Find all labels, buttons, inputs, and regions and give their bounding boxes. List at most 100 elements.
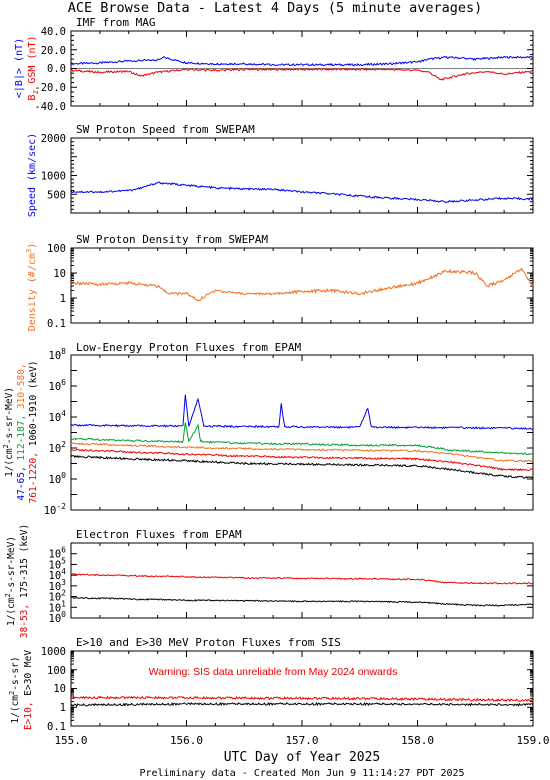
electron-ytick-4: 102 bbox=[49, 589, 67, 604]
figure-title: ACE Browse Data - Latest 4 Days (5 minut… bbox=[68, 0, 483, 16]
proton-ylabel-chan-1: 47-65, 112-187, 310-580, bbox=[16, 363, 27, 500]
series-112-187 bbox=[70, 422, 534, 456]
density-ylabel-main: Density (#/cm bbox=[27, 253, 38, 331]
x-tick-3: 158.0 bbox=[401, 734, 434, 747]
proton-ylabel-chan-2: 761-1220, 1060-1910 (keV) bbox=[28, 360, 39, 503]
density-ylabel-end: ) bbox=[27, 243, 38, 249]
sis-ylabel-e30: E>30 MeV bbox=[23, 650, 34, 702]
panel-electron: Electron Fluxes from EPAM 10610510410310… bbox=[4, 524, 534, 638]
density-ylabel-sup: 3 bbox=[25, 249, 33, 253]
x-axis-label: UTC Day of Year 2025 bbox=[224, 750, 381, 765]
x-tick-1: 156.0 bbox=[170, 734, 203, 747]
proton-ylabel-1060-1910: 1060-1910 (keV) bbox=[28, 360, 39, 446]
series-38-53 bbox=[70, 573, 534, 585]
mag-ylabel-bz-rest: GSM (nT) bbox=[27, 35, 38, 89]
panel-speed-frame bbox=[70, 137, 534, 214]
density-ytick-3: 0.1 bbox=[47, 318, 66, 330]
proton-ylabel-unit-b: -s-sr-MeV) bbox=[4, 387, 15, 444]
panel-proton-frame bbox=[70, 354, 534, 511]
proton-ytick-1: 106 bbox=[49, 378, 67, 393]
sis-ylabel-unit: 1/(cm2-s-sr) bbox=[8, 656, 21, 723]
speed-ytick-3: 500 bbox=[47, 189, 66, 201]
series-e-10 bbox=[70, 695, 534, 703]
mag-ytick-2: 0.0 bbox=[47, 63, 66, 75]
proton-ytick-0: 108 bbox=[49, 347, 67, 362]
panel-speed-title: SW Proton Speed from SWEPAM bbox=[76, 123, 255, 136]
sis-ytick-4: 0.1 bbox=[47, 721, 66, 733]
sis-ytick-3: 1 bbox=[60, 702, 66, 714]
x-tick-0: 155.0 bbox=[54, 734, 87, 747]
tick-marks bbox=[70, 30, 534, 727]
proton-ylabel-unit-sup: 2 bbox=[2, 444, 10, 448]
panel-density: SW Proton Density from SWEPAM 100 10 1 0… bbox=[25, 233, 534, 331]
proton-ylabel-unit-a: 1/(cm bbox=[4, 448, 15, 477]
mag-ytick-4: -40.0 bbox=[34, 101, 66, 113]
panel-electron-frame bbox=[70, 542, 534, 619]
series-47-65 bbox=[70, 394, 534, 430]
series-310-580 bbox=[70, 442, 533, 463]
mag-ytick-3: -20.0 bbox=[34, 82, 66, 94]
electron-ylabel-38-53: 38-53, bbox=[19, 604, 30, 638]
electron-ytick-1: 105 bbox=[49, 556, 67, 571]
electron-ytick-0: 106 bbox=[49, 546, 67, 561]
sis-ytick-0: 1000 bbox=[41, 646, 66, 658]
x-tick-2: 157.0 bbox=[285, 734, 318, 747]
electron-ylabel-unit: 1/(cm2-s-sr-MeV) bbox=[4, 536, 17, 626]
electron-ylabel-unit-a: 1/(cm bbox=[6, 597, 17, 626]
panel-sis-frame bbox=[70, 650, 534, 727]
series--b- bbox=[70, 55, 534, 67]
speed-ytick-1: 1000 bbox=[41, 171, 66, 183]
electron-ytick-5: 101 bbox=[49, 599, 67, 614]
sis-ytick-2: 10 bbox=[53, 683, 66, 695]
electron-ytick-6: 100 bbox=[49, 610, 67, 625]
panel-mag-title: IMF from MAG bbox=[76, 16, 155, 29]
footer-note: Preliminary data - Created Mon Jun 9 11:… bbox=[139, 768, 464, 779]
proton-ytick-4: 100 bbox=[49, 471, 67, 486]
sis-ylabel-chan: E>10, E>30 MeV bbox=[23, 650, 34, 730]
electron-ylabel-175-315: 175-315 (keV) bbox=[19, 524, 30, 598]
electron-ytick-2: 104 bbox=[49, 567, 67, 582]
series-layer bbox=[70, 55, 534, 708]
proton-ylabel-47-65: 47-65, bbox=[16, 466, 27, 500]
mag-ylabel-b: <|B|> (nT) bbox=[14, 38, 25, 98]
sis-ylabel-unit-b: -s-sr) bbox=[10, 656, 21, 690]
electron-ylabel-unit-sup: 2 bbox=[4, 593, 12, 597]
proton-ytick-3: 102 bbox=[49, 440, 67, 455]
mag-ylabel-bz-sub: z bbox=[31, 89, 40, 94]
mag-ytick-0: 40.0 bbox=[41, 26, 66, 38]
sis-ylabel-unit-sup: 2 bbox=[8, 691, 16, 695]
panel-proton-title: Low-Energy Proton Fluxes from EPAM bbox=[76, 341, 302, 354]
panel-density-title: SW Proton Density from SWEPAM bbox=[76, 233, 268, 246]
series-e-30-mev bbox=[70, 701, 534, 708]
proton-ylabel-761-1220: 761-1220, bbox=[28, 452, 39, 503]
sis-ytick-1: 100 bbox=[47, 665, 66, 677]
density-ytick-0: 100 bbox=[47, 243, 66, 255]
x-tick-4: 159.0 bbox=[516, 734, 549, 747]
panel-sis-title: E>10 and E>30 MeV Proton Fluxes from SIS bbox=[76, 636, 341, 649]
mag-ylabel-bz-main: B bbox=[27, 94, 38, 100]
series-761-1220 bbox=[70, 448, 534, 472]
panel-density-frame bbox=[70, 247, 534, 324]
mag-ylabel-bz: Bz GSM (nT) bbox=[27, 35, 40, 100]
series-density bbox=[70, 267, 534, 302]
panel-speed: SW Proton Speed from SWEPAM 2000 1000 10… bbox=[27, 123, 534, 217]
proton-ytick-2: 104 bbox=[49, 409, 67, 424]
panel-mag-yticks: 40.0 20.0 0.0 -20.0 -40.0 bbox=[34, 26, 66, 113]
electron-ylabel-chan: 38-53, 175-315 (keV) bbox=[19, 524, 30, 638]
proton-ytick-5: 10-2 bbox=[44, 502, 66, 517]
panel-electron-title: Electron Fluxes from EPAM bbox=[76, 528, 242, 541]
sis-ylabel-unit-a: 1/(cm bbox=[10, 695, 21, 724]
electron-ylabel-unit-b: -s-sr-MeV) bbox=[6, 536, 17, 593]
proton-ylabel-310-580: 310-580, bbox=[16, 363, 27, 409]
series-1060-1910 bbox=[70, 454, 534, 479]
mag-ytick-1: 20.0 bbox=[41, 45, 66, 57]
proton-ylabel-unit: 1/(cm2-s-sr-MeV) bbox=[2, 387, 15, 477]
speed-ytick-0: 2000 bbox=[41, 133, 66, 145]
series-bz-gsm bbox=[70, 67, 534, 81]
panel-sis: E>10 and E>30 MeV Proton Fluxes from SIS… bbox=[8, 636, 534, 733]
x-axis: 155.0 156.0 157.0 158.0 159.0 UTC Day of… bbox=[54, 734, 549, 765]
series-175-315 bbox=[70, 596, 534, 607]
density-ytick-1: 10 bbox=[53, 268, 66, 280]
panel-proton: Low-Energy Proton Fluxes from EPAM 108 10… bbox=[2, 341, 534, 517]
